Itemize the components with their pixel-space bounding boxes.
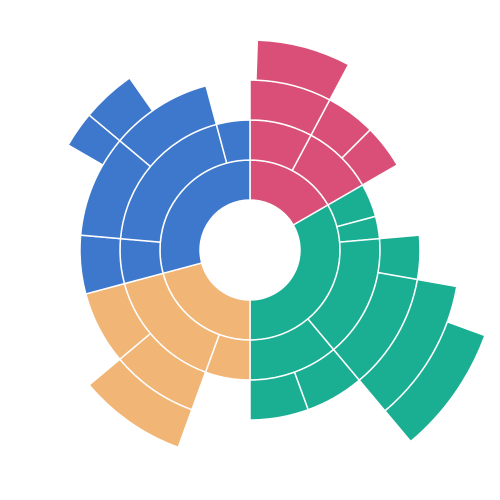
sunburst-arc [80,235,124,294]
sunburst-chart [0,0,500,500]
sunburst-arc [378,235,420,279]
